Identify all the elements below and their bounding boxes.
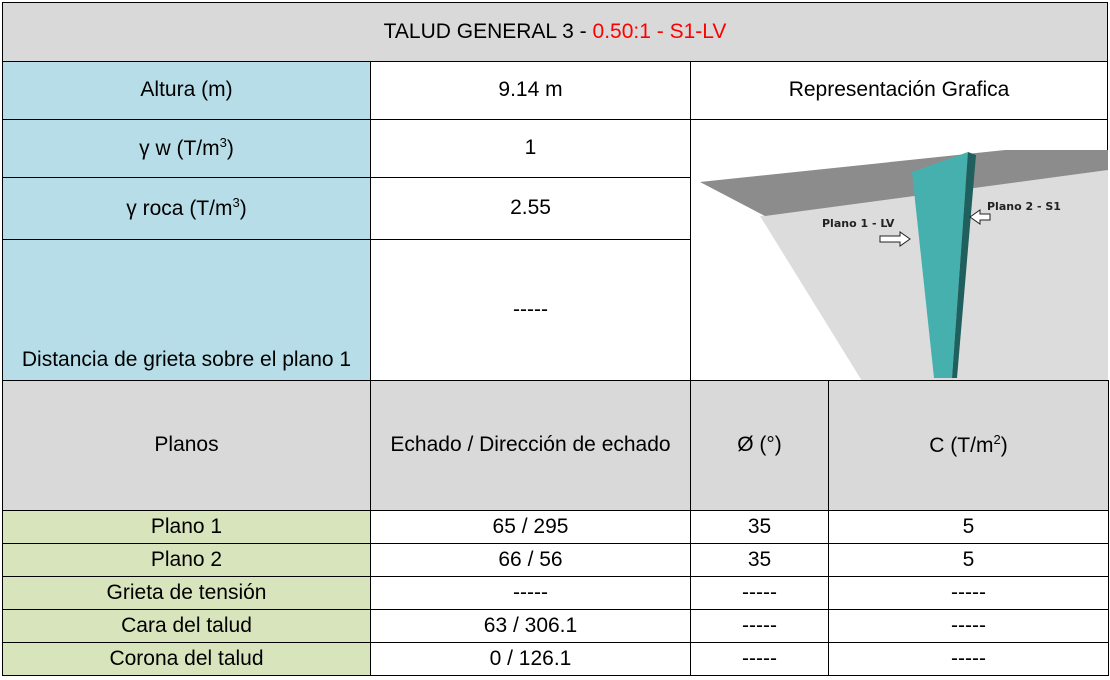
slope-crown <box>700 150 1108 216</box>
row-label: Cara del talud <box>121 613 252 637</box>
row-label: Grieta de tensión <box>106 580 267 604</box>
header-text: C (T/m2) <box>929 431 1007 460</box>
row-value-cell: 5 <box>828 543 1109 577</box>
value: 2.55 <box>510 196 551 220</box>
arrow <box>879 231 911 247</box>
row-value-cell: ----- <box>370 576 691 610</box>
row-label-cell: Cara del talud <box>2 609 371 643</box>
header-text: Planos <box>154 433 219 457</box>
label-after: ) <box>239 196 247 220</box>
row-label: Corona del talud <box>109 646 264 670</box>
label-after: ) <box>226 136 234 160</box>
row-value: 66 / 56 <box>498 547 563 571</box>
row-label-cell: Corona del talud <box>2 642 371 676</box>
property-value: ----- <box>370 239 691 381</box>
slope-figure: Plano 1 - LV Plano 2 - S1 <box>700 150 1108 381</box>
row-value: 63 / 306.1 <box>483 613 578 637</box>
row-label-cell: Plano 1 <box>2 510 371 544</box>
value: 9.14 m <box>498 78 563 102</box>
header-cell: Ø (°) <box>690 380 829 511</box>
row-value: ----- <box>742 646 777 670</box>
row-value: ----- <box>742 613 777 637</box>
property-label: γ w (T/m3) <box>2 119 371 178</box>
header-cell: Planos <box>2 380 371 511</box>
header-text-after: ) <box>1000 433 1008 457</box>
label-sup: 3 <box>232 194 240 210</box>
figure-title-cell: Representación Grafica <box>690 61 1108 120</box>
label: Distancia de grieta sobre el plano 1 <box>21 347 352 371</box>
label: γ roca (T/m3) <box>126 194 246 223</box>
header-text: Ø (°) <box>737 433 782 457</box>
row-value: ----- <box>951 580 986 604</box>
row-value: 5 <box>962 547 975 571</box>
row-value: ----- <box>951 613 986 637</box>
label: γ w (T/m3) <box>139 134 234 163</box>
row-value-cell: ----- <box>828 609 1109 643</box>
row-value: 5 <box>962 514 975 538</box>
header-cell: Echado / Dirección de echado <box>370 380 691 511</box>
header-text: Echado / Dirección de echado <box>390 433 671 457</box>
label: Altura (m) <box>140 78 233 102</box>
row-label: Plano 1 <box>150 514 223 538</box>
row-label-cell: Grieta de tensión <box>2 576 371 610</box>
row-value: ----- <box>513 580 548 604</box>
title: TALUD GENERAL 3 - <box>383 19 593 43</box>
wedge-plane-2 <box>952 152 976 378</box>
title-code: 0.50:1 - S1-LV <box>592 19 727 43</box>
row-value-cell: ----- <box>690 642 829 676</box>
row-value-cell: ----- <box>828 576 1109 610</box>
figure-title: Representación Grafica <box>788 78 1010 102</box>
row-value: 35 <box>747 514 772 538</box>
row-label-cell: Plano 2 <box>2 543 371 577</box>
value: ----- <box>513 297 548 321</box>
row-value-cell: 66 / 56 <box>370 543 691 577</box>
row-value-cell: ----- <box>828 642 1109 676</box>
header-sup: 2 <box>993 431 1001 447</box>
row-value-cell: 35 <box>690 543 829 577</box>
property-label: Distancia de grieta sobre el plano 1 <box>2 239 371 381</box>
property-label: γ roca (T/m3) <box>2 177 371 240</box>
row-value-cell: 65 / 295 <box>370 510 691 544</box>
property-value: 9.14 m <box>370 61 691 120</box>
header-text-main: C (T/m <box>929 433 994 457</box>
wedge-plane-1 <box>912 152 968 378</box>
row-value: ----- <box>742 580 777 604</box>
header-cell: C (T/m2) <box>828 380 1109 511</box>
property-value: 1 <box>370 119 691 178</box>
row-value: 35 <box>747 547 772 571</box>
row-value-cell: ----- <box>690 576 829 610</box>
property-value: 2.55 <box>370 177 691 240</box>
plane-label: Plano 2 - S1 <box>987 200 1061 213</box>
row-label: Plano 2 <box>150 547 223 571</box>
label-text: γ roca (T/m <box>126 196 233 220</box>
row-value-cell: ----- <box>690 609 829 643</box>
arrow <box>969 209 991 225</box>
property-label: Altura (m) <box>2 61 371 120</box>
row-value: ----- <box>951 646 986 670</box>
row-value-cell: 0 / 126.1 <box>370 642 691 676</box>
value: 1 <box>524 136 537 160</box>
row-value: 0 / 126.1 <box>489 646 572 670</box>
row-value: 65 / 295 <box>492 514 569 538</box>
row-value-cell: 35 <box>690 510 829 544</box>
row-value-cell: 5 <box>828 510 1109 544</box>
row-value-cell: 63 / 306.1 <box>370 609 691 643</box>
label-text: γ w (T/m <box>139 136 220 160</box>
title-cell: TALUD GENERAL 3 - 0.50:1 - S1-LV <box>2 2 1108 62</box>
label-sup: 3 <box>219 134 227 150</box>
plane-label: Plano 1 - LV <box>822 217 895 230</box>
